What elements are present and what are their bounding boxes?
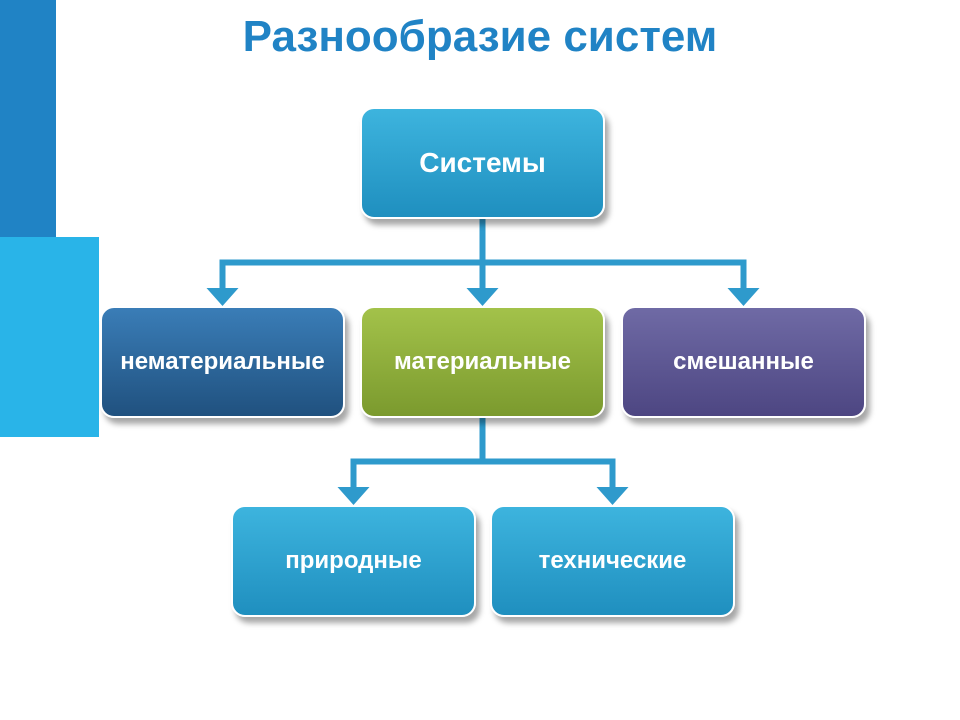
node-material: материальные — [360, 306, 605, 418]
node-immaterial-label: нематериальные — [120, 348, 325, 376]
page-title: Разнообразие систем — [0, 12, 960, 62]
node-natural-label: природные — [285, 547, 422, 575]
node-technical-label: технические — [539, 547, 687, 575]
node-material-label: материальные — [394, 348, 571, 376]
node-mixed-label: смешанные — [673, 348, 814, 376]
node-natural: природные — [231, 505, 476, 617]
node-technical: технические — [490, 505, 735, 617]
node-root-label: Системы — [419, 147, 546, 179]
node-root: Системы — [360, 107, 605, 219]
sidebar-accent-bottom — [0, 237, 99, 437]
node-immaterial: нематериальные — [100, 306, 345, 418]
node-mixed: смешанные — [621, 306, 866, 418]
